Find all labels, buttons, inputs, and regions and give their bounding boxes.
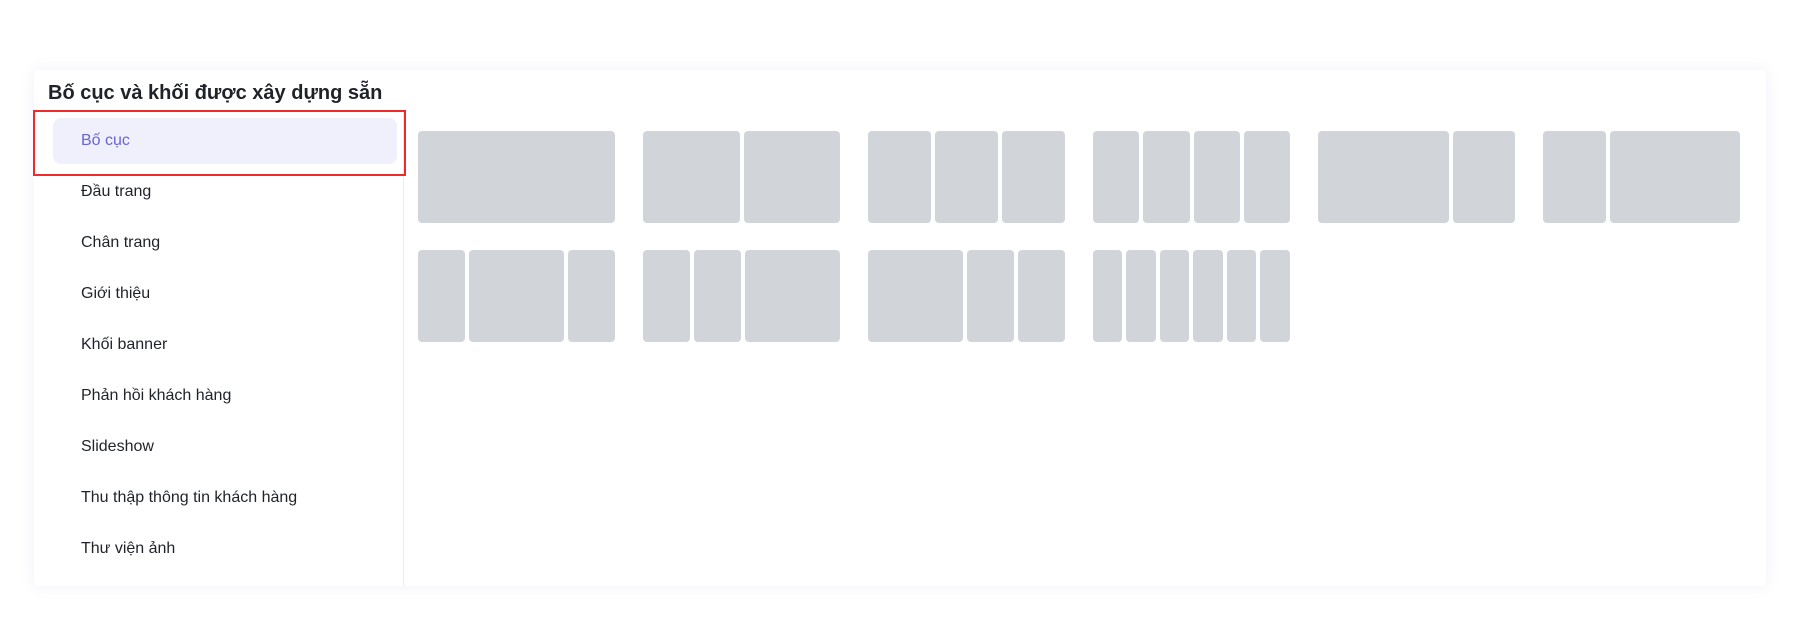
layout-grid (404, 110, 1766, 586)
layout-column (1160, 250, 1189, 342)
layout-tile-2-col[interactable] (643, 131, 840, 223)
layout-column (418, 131, 615, 223)
sidebar-item-label: Chân trang (81, 234, 161, 251)
layout-column (1002, 131, 1065, 223)
sidebar-item-footer[interactable]: Chân trang (53, 220, 397, 266)
category-sidebar: Bố cục Đầu trang Chân trang Giới thiệu K… (34, 110, 404, 586)
layout-column (1610, 131, 1740, 223)
sidebar-item-header[interactable]: Đầu trang (53, 169, 397, 215)
layout-tile-2-1-col[interactable] (1318, 131, 1515, 223)
layout-column (744, 131, 840, 223)
layout-column (1018, 250, 1065, 342)
layout-column (1093, 250, 1122, 342)
layout-column (935, 131, 998, 223)
layout-column (694, 250, 741, 342)
sidebar-item-about[interactable]: Giới thiệu (53, 271, 397, 317)
sidebar-item-label: Khối banner (81, 336, 168, 353)
layout-tile-1-2-1-col[interactable] (418, 250, 615, 342)
layout-column (418, 250, 465, 342)
layout-tile-2-1-1-col[interactable] (868, 250, 1065, 342)
layout-column (1543, 131, 1606, 223)
layout-tile-4-col[interactable] (1093, 131, 1290, 223)
layout-tile-3-col[interactable] (868, 131, 1065, 223)
layout-column (643, 250, 690, 342)
panel-title: Bố cục và khối được xây dựng sẵn (48, 82, 383, 104)
sidebar-item-banner[interactable]: Khối banner (53, 322, 397, 368)
layout-column (568, 250, 615, 342)
layout-column (1227, 250, 1256, 342)
layout-column (868, 131, 931, 223)
sidebar-item-layout[interactable]: Bố cục (53, 118, 397, 164)
prebuilt-blocks-panel: Bố cục và khối được xây dựng sẵn Bố cục … (33, 70, 1766, 586)
layout-column (1194, 131, 1240, 223)
sidebar-item-gallery[interactable]: Thư viện ảnh (53, 526, 397, 572)
layout-column (1453, 131, 1515, 223)
layout-column (1318, 131, 1449, 223)
layout-column (967, 250, 1014, 342)
sidebar-item-label: Đầu trang (81, 183, 152, 200)
layout-column (868, 250, 963, 342)
sidebar-item-label: Thu thập thông tin khách hàng (81, 489, 298, 506)
sidebar-item-testimonials[interactable]: Phản hồi khách hàng (53, 373, 397, 419)
layout-tile-1-2-col[interactable] (1543, 131, 1740, 223)
layout-column (1244, 131, 1290, 223)
layout-tile-6-col[interactable] (1093, 250, 1290, 342)
layout-tile-1-col[interactable] (418, 131, 615, 223)
layout-column (1093, 131, 1139, 223)
layout-column (643, 131, 740, 223)
sidebar-item-label: Bố cục (81, 132, 130, 149)
layout-tile-1-1-2-col[interactable] (643, 250, 840, 342)
layout-column (1143, 131, 1190, 223)
layout-column (1193, 250, 1223, 342)
sidebar-item-label: Giới thiệu (81, 285, 151, 302)
layout-column (745, 250, 840, 342)
sidebar-item-lead-capture[interactable]: Thu thập thông tin khách hàng (53, 475, 397, 521)
sidebar-item-label: Phản hồi khách hàng (81, 387, 232, 404)
layout-column (1126, 250, 1156, 342)
sidebar-item-slideshow[interactable]: Slideshow (53, 424, 397, 470)
layout-column (1260, 250, 1290, 342)
sidebar-item-label: Thư viện ảnh (81, 540, 176, 557)
layout-column (469, 250, 564, 342)
sidebar-item-label: Slideshow (81, 438, 154, 455)
